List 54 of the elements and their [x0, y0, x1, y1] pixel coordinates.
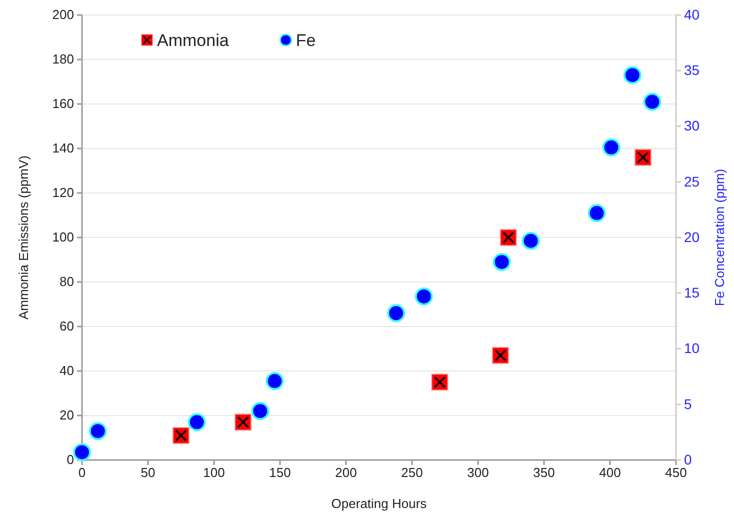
x-tick-label: 200 [335, 465, 357, 480]
point [266, 372, 284, 390]
y2-tick-label: 10 [684, 340, 700, 356]
y2-tick-label: 5 [684, 396, 692, 412]
x-tick-label: 300 [467, 465, 489, 480]
x-tick-label: 50 [140, 465, 156, 480]
x-tick-label: 100 [203, 465, 225, 480]
point [492, 346, 509, 364]
x-axis-title: Operating Hours [331, 496, 428, 511]
y2-tick-label: 30 [684, 118, 700, 134]
y-tick-label: 20 [60, 408, 74, 423]
point [172, 427, 190, 444]
point [414, 287, 433, 306]
point [73, 443, 91, 462]
x-tick-label: 450 [665, 465, 687, 480]
x-tick-label: 0 [78, 465, 86, 480]
y2-tick-label: 35 [684, 62, 700, 78]
point [602, 138, 620, 156]
legend-label: Ammonia [157, 31, 230, 50]
point [522, 232, 540, 250]
point [634, 148, 652, 166]
x-tick-label: 350 [533, 465, 555, 480]
y-tick-label: 160 [52, 96, 74, 112]
y-tick-label: 40 [60, 363, 74, 378]
legend-label: Fe [296, 31, 316, 50]
point [588, 204, 606, 222]
y-tick-label: 120 [52, 185, 74, 200]
y-tick-label: 100 [52, 230, 74, 245]
y-tick-label: 80 [60, 274, 74, 290]
y2-tick-label: 15 [684, 284, 700, 301]
x-tick-label: 250 [401, 465, 423, 480]
point [387, 304, 406, 322]
y2-axis-title: Fe Concentration (ppm) [712, 168, 727, 306]
y2-tick-label: 40 [684, 6, 700, 22]
point [492, 252, 511, 271]
point [251, 402, 270, 420]
y-tick-label: 140 [52, 140, 74, 156]
x-tick-label: 150 [269, 465, 291, 480]
point [500, 229, 517, 246]
y2-tick-label: 25 [684, 173, 700, 190]
y-axis-title: Ammonia Emissions (ppmV) [16, 156, 31, 320]
point [623, 66, 642, 84]
point [643, 92, 662, 111]
y2-tick-label: 0 [684, 451, 692, 468]
y-tick-label: 0 [66, 452, 74, 468]
y-tick-label: 180 [52, 52, 74, 67]
x-tick-label: 400 [599, 465, 621, 480]
point [431, 374, 448, 391]
y-tick-label: 60 [60, 318, 74, 334]
y2-tick-label: 20 [684, 228, 700, 245]
point [234, 414, 252, 431]
point [88, 422, 107, 440]
y-tick-label: 200 [52, 7, 74, 22]
point [188, 413, 206, 432]
